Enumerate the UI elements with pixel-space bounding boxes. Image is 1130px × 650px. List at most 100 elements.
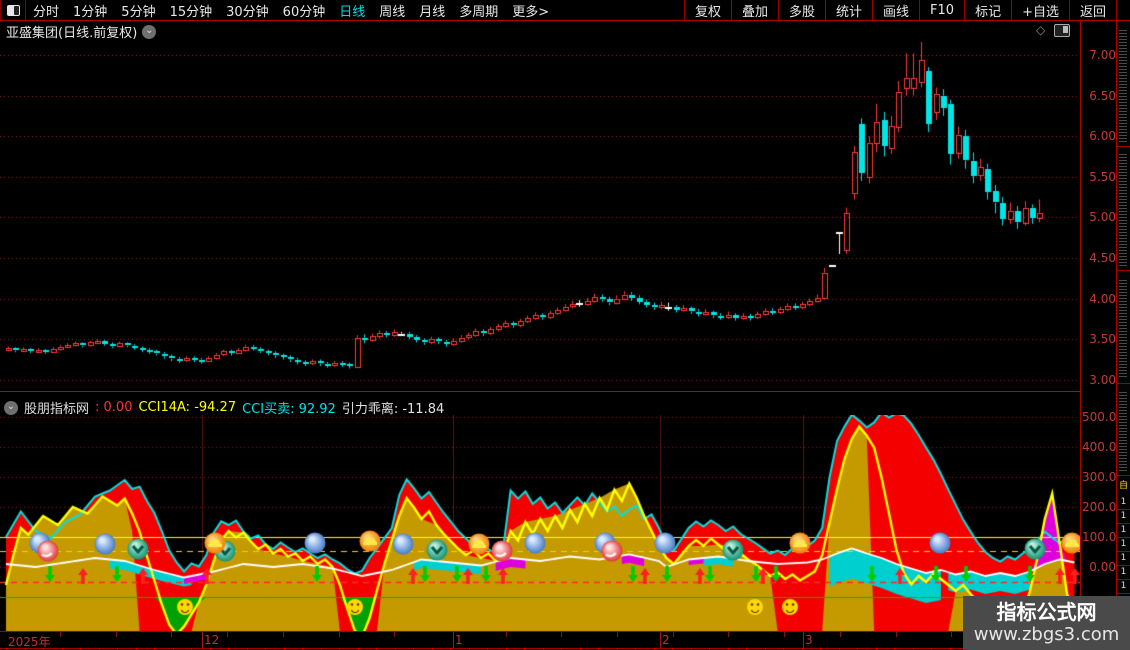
menu-item-日线[interactable]: 日线 — [339, 4, 366, 20]
ind-label-300.0: 300.0 — [1082, 470, 1117, 484]
indicator-name: 股朋指标网 — [24, 402, 90, 417]
toolbar-button-统计[interactable]: 统计 — [825, 0, 872, 20]
strip-item-4[interactable]: 1 — [1117, 552, 1130, 566]
window-layout-icon[interactable] — [0, 0, 26, 20]
menu-item-1分钟[interactable]: 1分钟 — [73, 4, 108, 20]
tick-minor — [227, 632, 228, 637]
menu-item-15分钟[interactable]: 15分钟 — [169, 4, 213, 20]
price-label-3.50: 3.50 — [1089, 332, 1116, 346]
strip-item-6[interactable]: 1 — [1117, 580, 1130, 594]
candlestick-chart[interactable] — [0, 20, 1080, 392]
toolbar-button-返回[interactable]: 返回 — [1068, 0, 1117, 20]
tick-fine — [746, 648, 747, 650]
month-label-3: 3 — [805, 633, 813, 647]
strip-item-3[interactable]: 1 — [1117, 538, 1130, 552]
strip-segment[interactable] — [1117, 152, 1130, 271]
indicator-value-2: CCI14A: -94.27 — [138, 400, 237, 415]
tick-minor — [506, 632, 507, 637]
strip-item-highlight[interactable]: 自 — [1118, 481, 1128, 491]
indicator-value-1: : 0.00 — [95, 400, 133, 415]
tick-fine — [62, 648, 63, 650]
tick-minor — [171, 632, 172, 637]
tick-fine — [894, 648, 895, 650]
menu-item-30分钟[interactable]: 30分钟 — [226, 4, 269, 20]
split-pane-icon[interactable] — [1054, 23, 1071, 37]
date-axis[interactable]: 2025年 12 1 2 3 — [0, 632, 1081, 649]
tick-major — [202, 632, 203, 648]
strip-item-0[interactable]: 1 — [1117, 496, 1130, 510]
panel-divider — [0, 391, 1081, 392]
price-label-5.00: 5.00 — [1089, 210, 1116, 224]
year-label: 2025年 — [8, 635, 51, 649]
toolbar-button-标记[interactable]: 标记 — [964, 0, 1011, 20]
menu-item-更多>[interactable]: 更多> — [512, 4, 550, 20]
tick-fine — [857, 648, 858, 650]
diamond-icon[interactable]: ◇ — [1036, 23, 1046, 37]
tick-fine — [284, 648, 285, 650]
tick-fine — [913, 648, 914, 650]
tick-fine — [598, 648, 599, 650]
tick-fine — [413, 648, 414, 650]
tick-fine — [820, 648, 821, 650]
tick-fine — [783, 648, 784, 650]
strip-item-5[interactable]: 1 — [1117, 566, 1130, 580]
toolbar-button-画线[interactable]: 画线 — [872, 0, 919, 20]
tick-fine — [339, 648, 340, 650]
tick-fine — [709, 648, 710, 650]
tick-minor — [896, 632, 897, 637]
strip-item-2[interactable]: 1 — [1117, 524, 1130, 538]
tick-minor — [116, 632, 117, 637]
menu-item-分时[interactable]: 分时 — [33, 4, 60, 20]
price-label-4.50: 4.50 — [1089, 251, 1116, 265]
menu-item-5分钟[interactable]: 5分钟 — [121, 4, 156, 20]
strip-item-1[interactable]: 1 — [1117, 510, 1130, 524]
watermark-url: www.zbgs3.com — [973, 624, 1120, 645]
tick-minor — [840, 632, 841, 637]
tick-fine — [728, 648, 729, 650]
tick-fine — [876, 648, 877, 650]
period-menu: 分时 1分钟 5分钟 15分钟 30分钟 60分钟 日线 周线 月线 多周期 更多> — [0, 0, 556, 20]
chevron-down-icon[interactable]: ⌄ — [142, 24, 157, 39]
toolbar-button-叠加[interactable]: 叠加 — [730, 0, 778, 20]
tick-fine — [469, 648, 470, 650]
menu-item-周线[interactable]: 周线 — [379, 4, 406, 20]
tick-fine — [450, 648, 451, 650]
collapse-indicator-icon[interactable]: ⌄ — [4, 400, 18, 415]
ind-label-400.0: 400.0 — [1082, 440, 1117, 454]
axis-border — [1080, 20, 1081, 650]
month-label-12: 12 — [204, 633, 220, 647]
strip-segment[interactable] — [1117, 390, 1130, 476]
tick-fine — [25, 648, 26, 650]
tick-fine — [80, 648, 81, 650]
indicator-chart[interactable] — [0, 415, 1080, 632]
ind-label-0.00: 0.00 — [1089, 560, 1116, 574]
strip-segment[interactable] — [1117, 278, 1130, 384]
tick-fine — [802, 648, 803, 650]
tick-fine — [617, 648, 618, 650]
tick-fine — [265, 648, 266, 650]
right-strip-border — [1116, 0, 1117, 650]
toolbar-button-多股[interactable]: 多股 — [777, 0, 825, 20]
menu-item-月线[interactable]: 月线 — [419, 4, 446, 20]
tick-minor — [951, 632, 952, 637]
menu-item-60分钟[interactable]: 60分钟 — [282, 4, 326, 20]
menu-item-多周期[interactable]: 多周期 — [459, 4, 499, 20]
tick-fine — [765, 648, 766, 650]
tick-fine — [6, 648, 7, 650]
tick-major — [803, 632, 804, 648]
tick-fine — [247, 648, 248, 650]
toolbar-button-+自选[interactable]: +自选 — [1011, 0, 1069, 20]
price-label-5.50: 5.50 — [1089, 170, 1116, 184]
date-axis-top-border — [0, 631, 1081, 632]
tick-minor — [673, 632, 674, 637]
strip-segment[interactable] — [1117, 28, 1130, 147]
stock-title: 亚盛集团(日线.前复权) — [6, 26, 138, 41]
toolbar-button-复权[interactable]: 复权 — [683, 0, 731, 20]
toolbar-button-F10[interactable]: F10 — [919, 0, 964, 20]
price-label-3.00: 3.00 — [1089, 373, 1116, 387]
price-label-6.50: 6.50 — [1089, 89, 1116, 103]
tick-fine — [302, 648, 303, 650]
tick-major — [660, 632, 661, 648]
